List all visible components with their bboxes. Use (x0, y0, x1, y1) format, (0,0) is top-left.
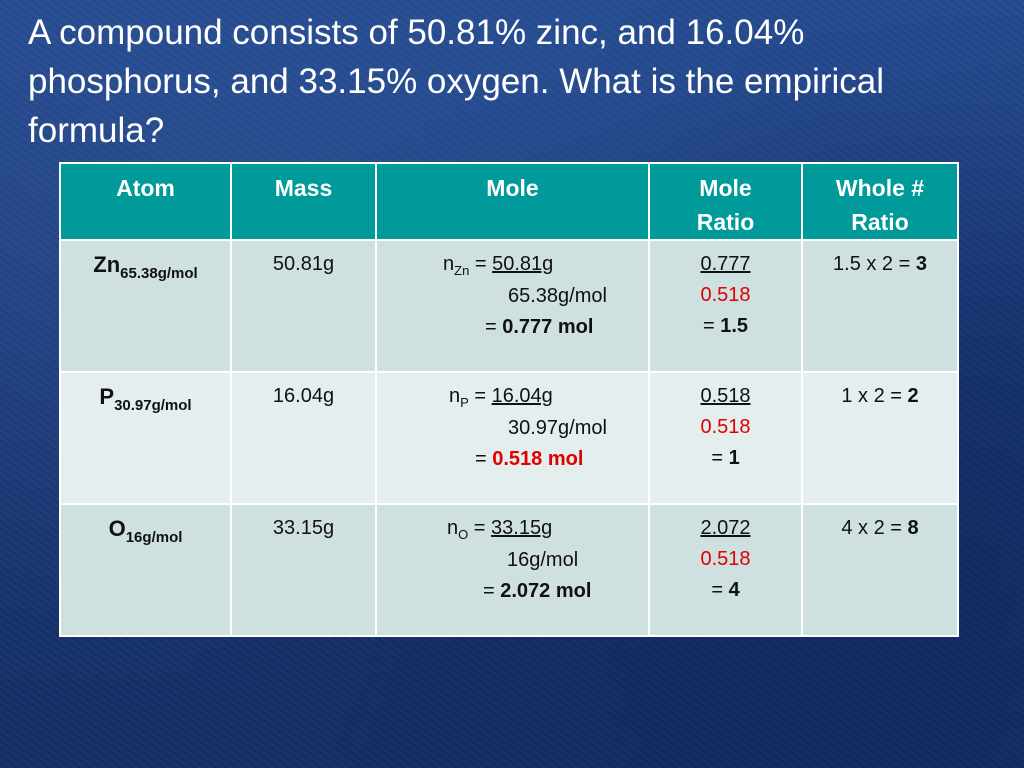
slide-title: A compound consists of 50.81% zinc, and … (28, 13, 885, 150)
mole-cell: nZn = 50.81g 65.38g/mol = 0.777 mol (375, 239, 650, 373)
atom-symbol: O (108, 516, 126, 541)
molar-mass-denominator: 30.97g/mol (508, 417, 607, 439)
header-mole-ratio-line2: Ratio (696, 209, 755, 235)
atom-cell: P30.97g/mol (59, 371, 232, 505)
mole-result-line: = 0.777 mol (381, 312, 644, 343)
mole-ratio-cell: 0.777 0.518 = 1.5 (648, 239, 803, 373)
header-whole-ratio-line1: Whole # (835, 175, 925, 201)
result-prefix: = (475, 448, 493, 470)
table-row-zinc: Zn65.38g/mol 50.81g nZn = 50.81g 65.38g/… (59, 239, 959, 373)
atom-cell: O16g/mol (59, 503, 232, 637)
atom-symbol: P (99, 384, 115, 409)
whole-ratio-cell: 4 x 2 = 8 (801, 503, 959, 637)
mole-result: 2.072 mol (500, 580, 592, 602)
ratio-result: 1 (728, 447, 740, 469)
ratio-prefix: = (702, 315, 721, 337)
mole-ratio-cell: 0.518 0.518 = 1 (648, 371, 803, 505)
header-whole-ratio: Whole # Ratio (801, 162, 959, 241)
molar-mass: 16g/mol (125, 529, 183, 546)
mole-result: 0.777 mol (502, 316, 594, 338)
whole-ratio-result: 3 (915, 253, 927, 275)
header-mass: Mass (230, 162, 377, 241)
mass-cell: 16.04g (230, 371, 377, 505)
mole-result-line: = 2.072 mol (381, 576, 644, 607)
mole-cell: nP = 16.04g 30.97g/mol = 0.518 mol (375, 371, 650, 505)
ratio-denominator: 0.518 (700, 548, 751, 570)
molar-mass-denominator: 65.38g/mol (508, 285, 607, 307)
whole-ratio-expression: 1.5 x 2 = (833, 253, 916, 275)
header-mole-ratio-line1: Mole (699, 175, 752, 201)
mass-numerator: 33.15g (491, 517, 553, 539)
whole-ratio-cell: 1.5 x 2 = 3 (801, 239, 959, 373)
table-row-phosphorus: P30.97g/mol 16.04g nP = 16.04g 30.97g/mo… (59, 371, 959, 505)
n-subscript: P (460, 395, 469, 410)
atom-symbol: Zn (93, 252, 121, 277)
ratio-result-line: = 4 (654, 575, 797, 606)
header-mole-ratio: Mole Ratio (648, 162, 803, 241)
header-whole-ratio-line2: Ratio (851, 209, 909, 235)
whole-ratio-result: 8 (907, 517, 919, 539)
ratio-result-line: = 1.5 (654, 311, 797, 342)
ratio-denominator: 0.518 (700, 284, 751, 306)
whole-ratio-cell: 1 x 2 = 2 (801, 371, 959, 505)
mole-cell: nO = 33.15g 16g/mol = 2.072 mol (375, 503, 650, 637)
mole-result: 0.518 mol (492, 448, 584, 470)
mass-cell: 50.81g (230, 239, 377, 373)
table-row-oxygen: O16g/mol 33.15g nO = 33.15g 16g/mol = 2.… (59, 503, 959, 637)
whole-ratio-expression: 1 x 2 = (841, 385, 908, 407)
n-label: n (447, 517, 459, 539)
mole-equation-line: nO = 33.15g (381, 513, 644, 545)
mass-cell: 33.15g (230, 503, 377, 637)
header-atom: Atom (59, 162, 232, 241)
ratio-result: 1.5 (720, 315, 749, 337)
result-prefix: = (483, 580, 501, 602)
mole-equation-line: nP = 16.04g (381, 381, 644, 413)
atom-cell: Zn65.38g/mol (59, 239, 232, 373)
mass-numerator: 50.81g (492, 253, 554, 275)
n-label: n (443, 253, 455, 275)
molar-mass-denominator: 16g/mol (507, 549, 579, 571)
equals-sign: = (468, 385, 492, 407)
table-header-row: Atom Mass Mole Mole Ratio Whole # Ratio (59, 162, 959, 241)
whole-ratio-expression: 4 x 2 = (841, 517, 908, 539)
mole-equation-line: nZn = 50.81g (381, 249, 644, 281)
molar-mass: 65.38g/mol (120, 265, 198, 282)
mole-result-line: = 0.518 mol (381, 444, 644, 475)
header-mole: Mole (375, 162, 650, 241)
result-prefix: = (485, 316, 503, 338)
n-subscript: O (458, 527, 469, 542)
ratio-prefix: = (711, 579, 729, 601)
whole-ratio-result: 2 (907, 385, 919, 407)
ratio-denominator: 0.518 (700, 416, 751, 438)
equals-sign: = (468, 517, 492, 539)
ratio-result: 4 (728, 579, 740, 601)
ratio-numerator: 0.777 (700, 253, 751, 275)
ratio-numerator: 0.518 (700, 385, 751, 407)
ratio-result-line: = 1 (654, 443, 797, 474)
n-label: n (449, 385, 461, 407)
equals-sign: = (469, 253, 493, 275)
molar-mass: 30.97g/mol (114, 397, 192, 414)
ratio-numerator: 2.072 (700, 517, 751, 539)
n-subscript: Zn (454, 263, 470, 278)
mass-numerator: 16.04g (491, 385, 553, 407)
empirical-formula-table: Atom Mass Mole Mole Ratio Whole # Ratio … (59, 162, 959, 637)
ratio-prefix: = (711, 447, 729, 469)
mole-ratio-cell: 2.072 0.518 = 4 (648, 503, 803, 637)
